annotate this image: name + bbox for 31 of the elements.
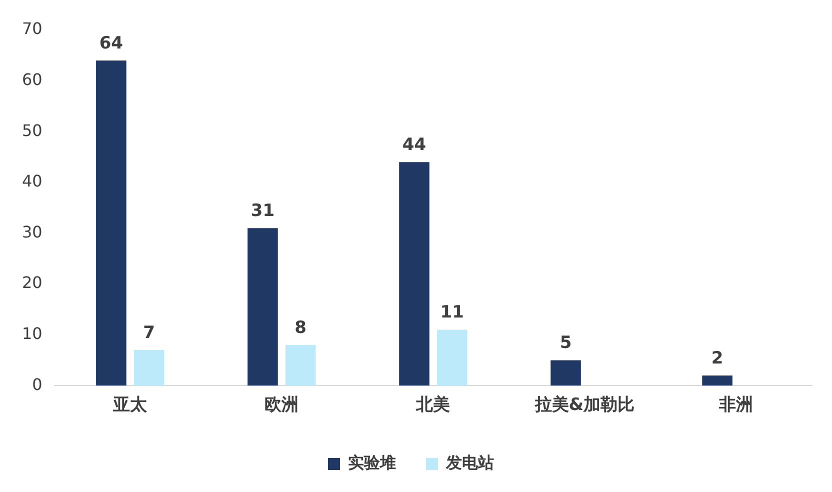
data-label: 2	[711, 348, 724, 368]
y-tick-label: 50	[22, 120, 42, 140]
legend-label: 发电站	[445, 453, 494, 472]
data-label: 44	[402, 135, 426, 155]
data-label: 8	[294, 318, 307, 338]
bar	[399, 162, 430, 386]
y-tick-label: 30	[22, 222, 42, 242]
bar	[436, 330, 468, 386]
data-label: 7	[143, 322, 155, 343]
bar	[285, 344, 316, 386]
x-tick-label: 北美	[415, 395, 450, 416]
legend-label: 实验堆	[348, 453, 396, 472]
data-label: 5	[560, 333, 572, 354]
data-label: 31	[250, 201, 275, 222]
bar	[134, 350, 164, 386]
x-tick-label: 拉美&加勒比	[534, 395, 635, 416]
y-tick-label: 60	[22, 70, 42, 89]
x-tick-label: 亚太	[112, 395, 148, 416]
y-tick-label: 20	[22, 273, 42, 292]
data-label: 11	[440, 302, 464, 323]
bar	[96, 60, 126, 386]
x-tick-label: 非洲	[718, 395, 754, 416]
x-tick-label: 欧洲	[264, 395, 299, 416]
y-tick-label: 70	[22, 19, 42, 38]
bar	[550, 360, 581, 386]
bar	[702, 375, 732, 386]
y-tick-label: 40	[22, 172, 42, 191]
y-tick-label: 0	[32, 374, 42, 394]
data-label: 64	[99, 33, 124, 54]
bar	[248, 228, 278, 386]
y-tick-label: 10	[22, 324, 42, 343]
